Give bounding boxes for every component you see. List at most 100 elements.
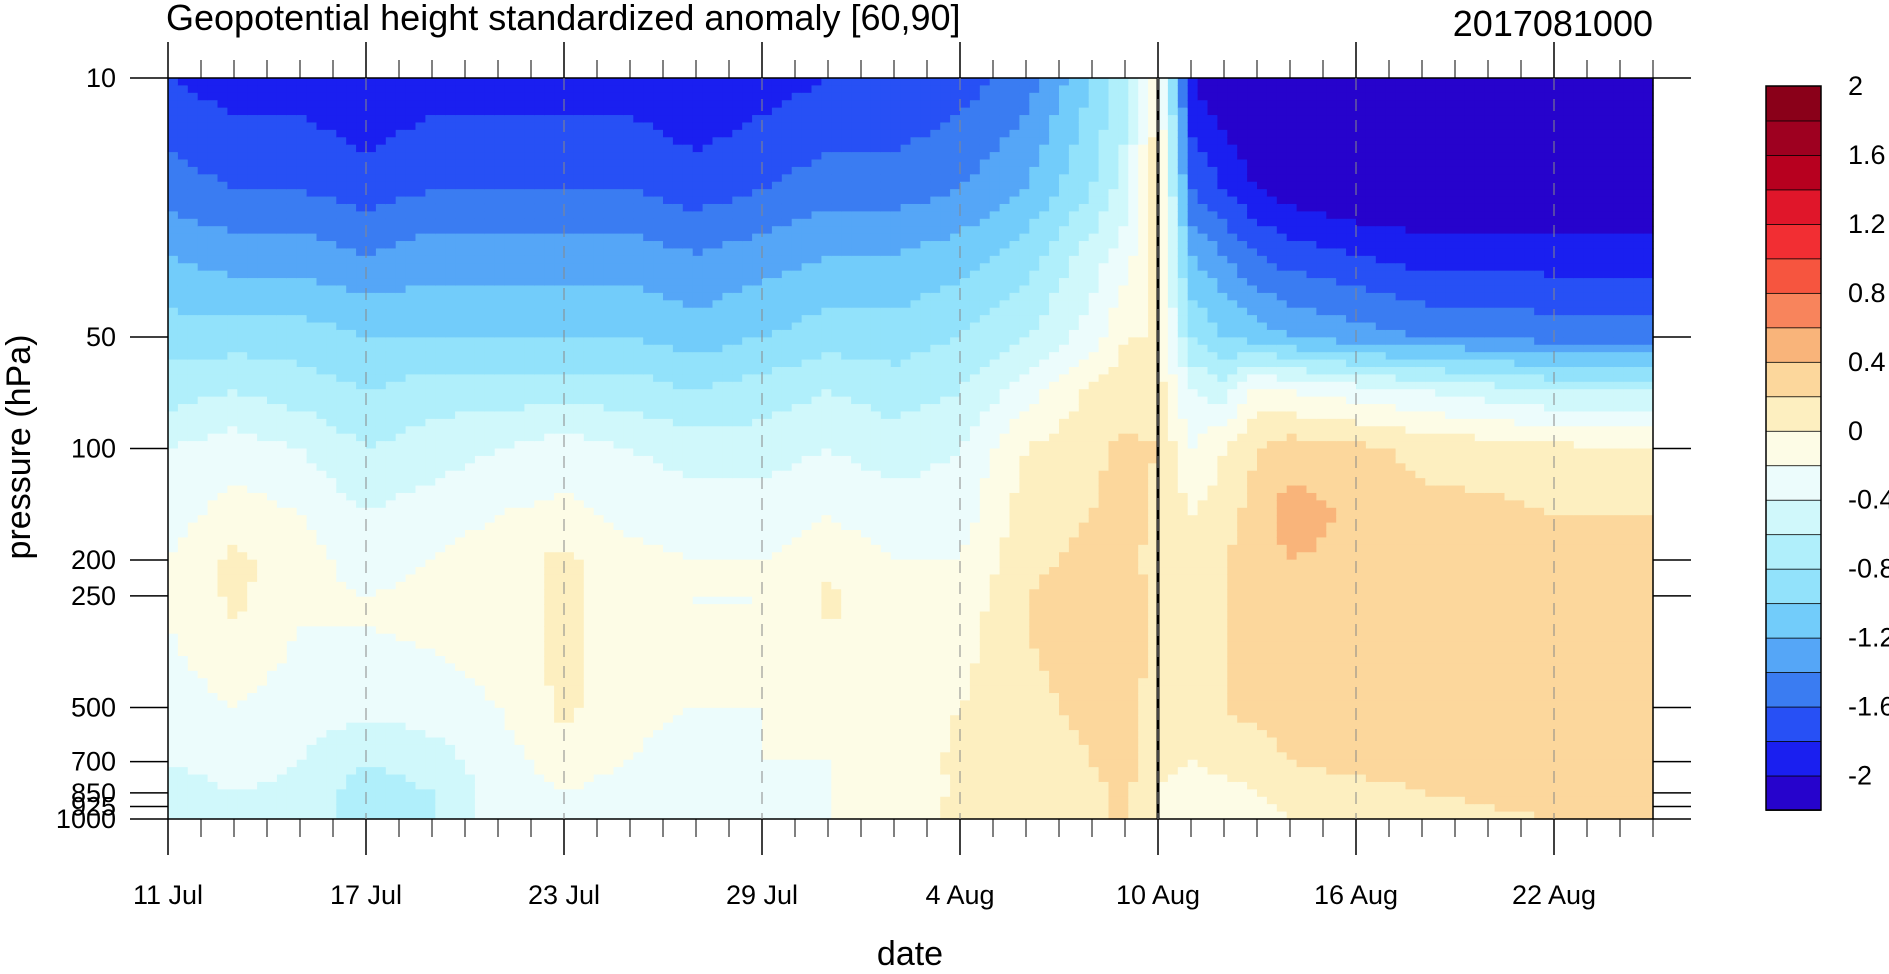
field-cell [564,418,575,427]
field-cell [455,226,466,235]
field-cell [583,211,595,220]
field-cell [524,604,535,613]
field-cell [316,374,327,383]
field-cell [346,344,357,353]
field-cell [653,648,664,657]
field-cell [177,544,189,553]
field-cell [474,129,486,138]
field-cell [653,759,664,768]
field-cell [217,470,228,479]
field-cell [524,78,535,87]
field-cell [237,759,248,768]
field-cell [435,670,446,679]
field-cell [336,759,347,768]
field-cell [276,537,288,546]
field-cell [385,655,397,664]
field-cell [455,655,466,664]
field-cell [544,478,555,487]
field-cell [366,285,377,294]
field-cell [197,759,209,768]
field-cell [484,655,496,664]
field-cell [425,463,436,472]
field-cell [623,544,634,553]
field-cell [247,574,258,583]
field-cell [504,641,516,650]
field-cell [276,329,288,338]
field-cell [306,159,318,168]
field-cell [425,515,436,524]
field-cell [435,152,446,161]
field-cell [583,744,595,753]
field-cell [524,137,535,146]
field-cell [425,537,436,546]
field-cell [168,670,179,679]
field-cell [237,166,248,175]
field-cell [455,389,466,398]
field-cell [336,515,347,524]
field-cell [613,730,624,739]
field-cell [296,648,308,657]
field-cell [603,300,615,309]
field-cell [296,396,308,405]
field-cell [484,248,496,257]
field-cell [187,115,199,124]
field-cell [177,626,189,635]
field-cell [465,559,476,568]
field-cell [435,255,446,264]
field-cell [197,107,209,116]
field-cell [395,559,407,568]
field-cell [583,307,595,316]
field-cell [207,678,219,687]
field-cell [643,181,654,190]
field-cell [267,285,278,294]
field-cell [524,396,535,405]
field-cell [177,159,189,168]
field-cell [524,411,535,420]
field-cell [653,166,664,175]
field-cell [197,344,209,353]
field-cell [494,515,506,524]
field-cell [504,515,516,524]
field-cell [613,92,624,101]
field-cell [494,537,506,546]
field-cell [514,811,525,820]
field-cell [336,633,347,642]
field-cell [168,463,179,472]
field-cell [494,670,506,679]
field-cell [286,737,298,746]
field-cell [494,693,506,702]
field-cell [296,759,308,768]
field-cell [326,618,337,627]
field-cell [286,322,298,331]
field-cell [643,300,654,309]
field-cell [583,381,595,390]
field-cell [653,641,664,650]
field-cell [573,707,585,716]
field-cell [207,500,219,509]
field-cell [435,344,446,353]
field-cell [534,196,545,205]
field-cell [316,352,327,361]
field-cell [643,574,654,583]
field-cell [653,537,664,546]
field-cell [554,544,565,553]
field-cell [435,552,446,561]
field-cell [336,722,347,731]
field-cell [395,263,407,272]
field-cell [554,159,565,168]
field-cell [267,255,278,264]
field-cell [494,374,506,383]
field-cell [623,255,634,264]
field-cell [484,226,496,235]
field-cell [257,492,268,501]
field-cell [267,618,278,627]
field-cell [613,152,624,161]
field-cell [474,722,486,731]
field-cell [613,233,624,242]
field-cell [465,752,476,761]
field-cell [524,596,535,605]
field-cell [187,181,199,190]
field-cell [336,781,347,790]
field-cell [603,559,615,568]
field-cell [504,329,516,338]
